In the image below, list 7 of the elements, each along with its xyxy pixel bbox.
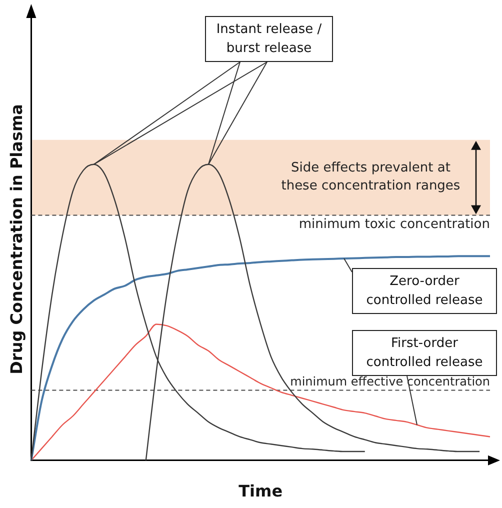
annotation: First-order controlled release <box>352 330 497 376</box>
text: Instant release / burst release <box>205 16 333 62</box>
x-axis-title: Time <box>238 482 283 501</box>
band-label: Side effects prevalent at these concentration ranges <box>281 160 460 194</box>
annotation: Zero-order controlled release <box>352 268 497 314</box>
ref-line-label: minimum toxic concentration <box>298 217 490 232</box>
y-axis-title: Drug Concentration in Plasma <box>6 104 26 374</box>
